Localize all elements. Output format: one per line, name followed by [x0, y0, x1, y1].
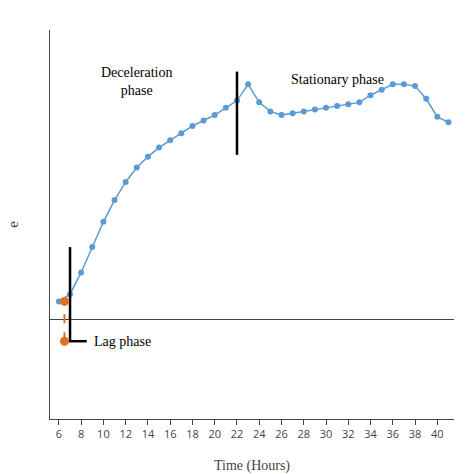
- svg-text:28: 28: [297, 426, 310, 441]
- svg-text:18: 18: [186, 426, 199, 441]
- svg-text:8: 8: [78, 426, 84, 441]
- svg-text:38: 38: [409, 426, 422, 441]
- svg-text:12: 12: [119, 426, 132, 441]
- svg-text:20: 20: [208, 426, 221, 441]
- svg-text:Decelerationphase: Decelerationphase: [101, 65, 173, 98]
- svg-text:22: 22: [231, 426, 244, 441]
- svg-text:24: 24: [253, 426, 266, 441]
- svg-text:34: 34: [364, 426, 377, 441]
- svg-text:10: 10: [97, 426, 110, 441]
- svg-text:30: 30: [320, 426, 333, 441]
- svg-text:e: e: [5, 221, 21, 228]
- svg-text:40: 40: [431, 426, 444, 441]
- svg-text:26: 26: [275, 426, 288, 441]
- svg-text:6: 6: [56, 426, 62, 441]
- svg-text:14: 14: [142, 426, 155, 441]
- svg-text:Stationary phase: Stationary phase: [291, 72, 384, 87]
- svg-text:32: 32: [342, 426, 355, 441]
- svg-text:36: 36: [386, 426, 399, 441]
- svg-text:Lag phase: Lag phase: [94, 334, 151, 349]
- svg-text:Time (Hours): Time (Hours): [214, 458, 290, 474]
- svg-text:16: 16: [164, 426, 177, 441]
